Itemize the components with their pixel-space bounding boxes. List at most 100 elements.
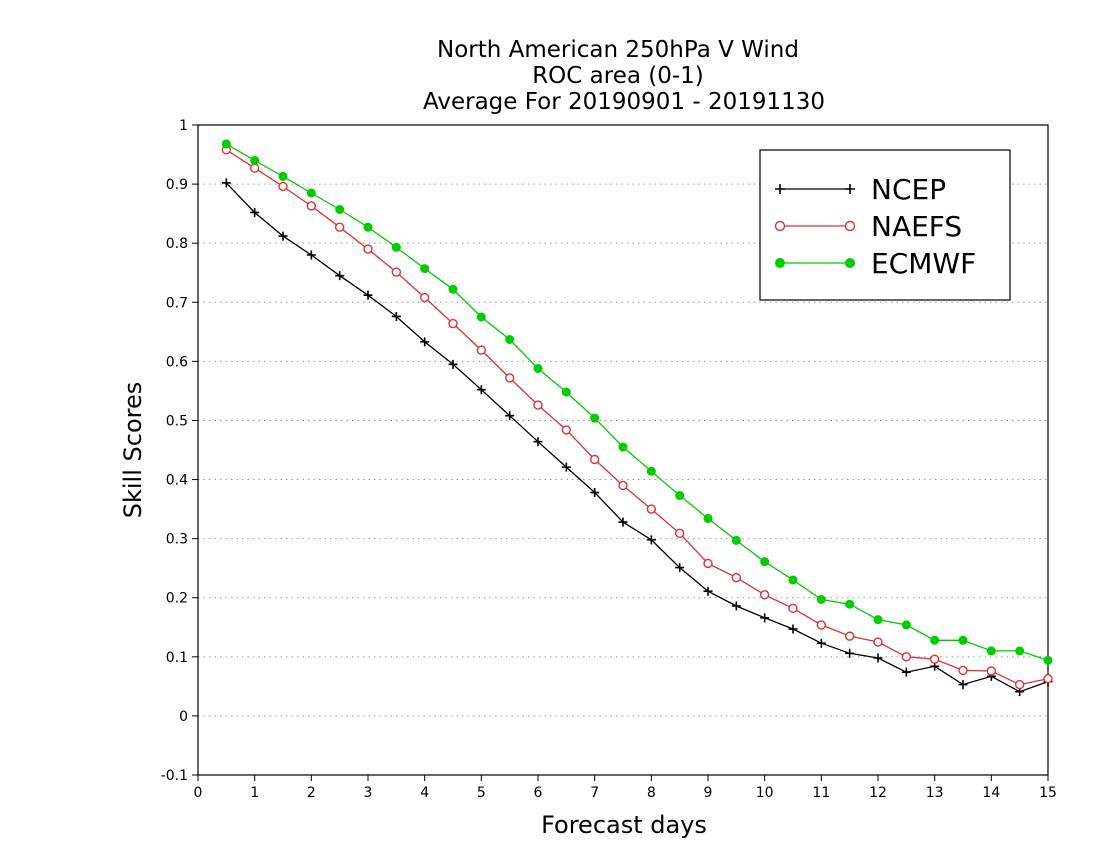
legend-marker [844, 220, 856, 232]
grid-lines [198, 183, 1048, 717]
data-point [505, 411, 515, 421]
data-point [1014, 679, 1025, 690]
legend: NCEP NAEFS ECMWF [759, 149, 1011, 301]
x-tick-label: 1 [250, 785, 259, 801]
x-tick-label: 3 [364, 785, 373, 801]
data-point [476, 312, 486, 322]
x-tick-label: 14 [982, 785, 1000, 801]
data-point [646, 535, 656, 545]
legend-marker [845, 184, 855, 194]
x-tick-label: 11 [812, 785, 830, 801]
data-point [589, 454, 600, 465]
data-point [845, 648, 855, 658]
y-tick-label: -0.1 [161, 768, 188, 784]
legend-label: NCEP [871, 173, 946, 206]
series-line-ecmwf [225, 143, 1049, 662]
data-point [391, 267, 402, 277]
data-point [788, 603, 798, 614]
series-lines [221, 139, 1053, 697]
y-tick-label: 0.3 [166, 532, 188, 548]
data-point [788, 624, 798, 634]
data-point [675, 563, 685, 573]
y-tick-label: 0.6 [166, 354, 188, 370]
y-tick-label: 0.5 [166, 413, 188, 429]
y-tick-label: 1 [179, 118, 188, 134]
x-tick-label: 7 [590, 785, 599, 801]
x-tick-label: 13 [926, 785, 944, 801]
data-point [958, 635, 968, 645]
data-point [448, 359, 458, 369]
data-point [249, 163, 260, 173]
data-point [363, 244, 373, 254]
data-point [646, 504, 657, 514]
x-tick-label: 4 [420, 785, 429, 801]
data-point [901, 667, 911, 677]
x-axis-title: Forecast days [541, 811, 707, 839]
data-point [533, 437, 543, 447]
legend-marker [774, 220, 786, 232]
plot-frame [197, 124, 1049, 776]
title-line-2: ROC area (0-1) [532, 63, 704, 89]
x-tick-label: 6 [534, 785, 543, 801]
data-point [1015, 646, 1025, 656]
data-point [561, 462, 571, 472]
data-point [278, 171, 288, 181]
series-line-ncep [225, 182, 1049, 693]
data-point [221, 178, 231, 188]
data-point [816, 595, 826, 604]
data-point [873, 615, 883, 625]
data-point [986, 646, 996, 656]
data-point [1043, 673, 1053, 684]
data-point [476, 385, 486, 395]
data-point [731, 535, 741, 545]
data-point [703, 558, 713, 569]
data-point [505, 335, 515, 344]
data-point [476, 345, 487, 355]
chart-title: North American 250hPa V Wind ROC area (0… [423, 37, 825, 115]
legend-marker [845, 258, 855, 268]
legend-label: ECMWF [871, 247, 976, 280]
data-point [561, 425, 572, 435]
data-point [420, 264, 430, 274]
data-point [646, 466, 656, 476]
data-point [250, 155, 260, 165]
data-point [250, 207, 260, 217]
title-line-3: Average For 20190901 - 20191130 [423, 89, 825, 115]
data-point [278, 231, 288, 241]
data-point [760, 613, 770, 623]
data-point [760, 557, 770, 567]
data-point [788, 575, 798, 585]
data-point [420, 337, 430, 347]
legend-label: NAEFS [871, 210, 962, 243]
y-tick-label: 0.7 [166, 295, 188, 311]
legend-box [759, 149, 1011, 301]
series-line-naefs [225, 149, 1049, 686]
y-tick-label: 0 [179, 709, 188, 725]
data-point [844, 631, 855, 641]
x-tick-label: 12 [869, 785, 887, 801]
data-point [703, 514, 713, 524]
data-point [618, 442, 628, 452]
title-line-1: North American 250hPa V Wind [437, 37, 799, 63]
x-tick-label: 2 [307, 785, 316, 801]
data-point [901, 652, 912, 662]
data-point [306, 201, 317, 211]
data-point [930, 635, 940, 645]
x-tick-label: 15 [1039, 785, 1057, 801]
data-point [731, 572, 742, 583]
data-point [448, 284, 458, 294]
data-point [278, 181, 288, 192]
data-point [504, 373, 515, 383]
data-point [419, 292, 430, 303]
data-point [845, 599, 855, 609]
legend-entry-naefs: NAEFS [774, 210, 962, 243]
data-point [335, 205, 345, 214]
data-point [618, 517, 628, 527]
y-tick-label: 0.2 [166, 591, 188, 607]
data-point [1043, 655, 1053, 665]
data-point [221, 139, 231, 149]
y-tick-label: 0.1 [166, 650, 188, 666]
data-point [873, 653, 883, 663]
y-tick-label: 0.9 [166, 177, 188, 193]
